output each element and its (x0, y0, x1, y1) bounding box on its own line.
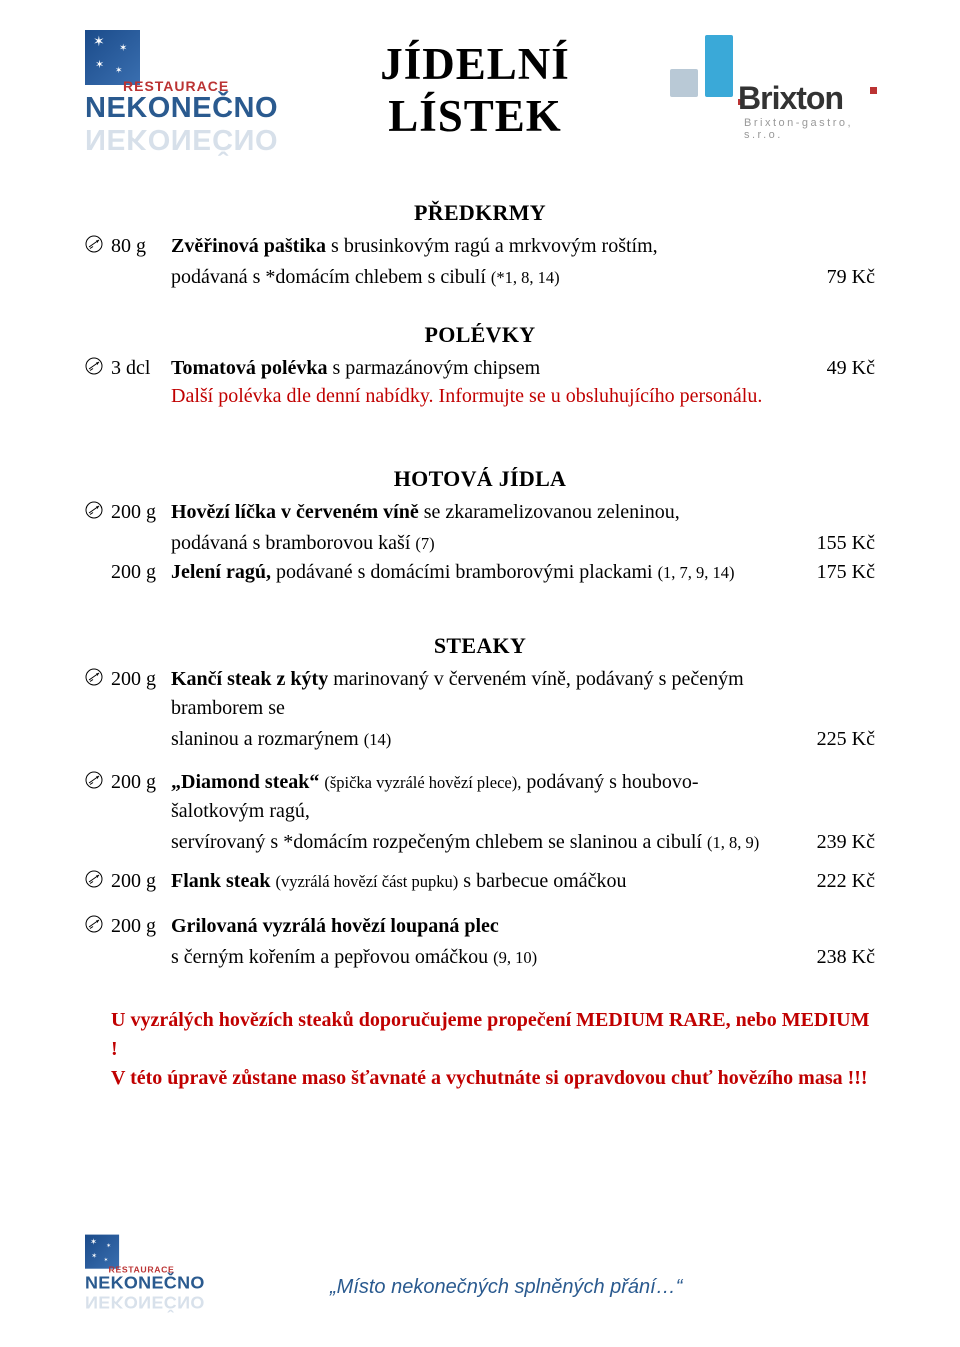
item-price: 238 Kč (795, 943, 875, 972)
brixton-wordmark: Brixton (738, 80, 843, 117)
serve-icon (85, 354, 111, 375)
footer: ✶ ✶ ✶ ✶ RESTAURACE NEKONEČNO NEKONEČNO „… (85, 1189, 682, 1309)
logo-restaurant: ✶ ✶ ✶ ✶ RESTAURACE NEKONEČNO NEKONEČNO (85, 30, 280, 150)
item-qty: 80 g (111, 232, 171, 261)
menu-item: 200 gJelení ragú, podávané s domácími br… (85, 558, 875, 587)
menu-item-line: podávaná s *domácím chlebem s cibulí (*1… (85, 263, 875, 292)
serve-icon (85, 558, 111, 561)
item-price: 155 Kč (795, 529, 875, 558)
menu-item: 200 gGrilovaná vyzrálá hovězí loupaná pl… (85, 912, 875, 941)
logo-brixton: Brixton Brixton-gastro, s.r.o. (670, 35, 875, 145)
menu-item: 200 gKančí steak z kýty marinovaný v čer… (85, 665, 875, 723)
header: ✶ ✶ ✶ ✶ RESTAURACE NEKONEČNO NEKONEČNO J… (85, 30, 875, 150)
menu-body: PŘEDKRMY 80 gZvěřinová paštika s brusinko… (85, 200, 875, 972)
item-desc: Tomatová polévka s parmazánovým chipsem (171, 354, 795, 383)
menu-item-line: podávaná s bramborovou kaší (7)155 Kč (85, 529, 875, 558)
menu-item: 80 gZvěřinová paštika s brusinkovým ragú… (85, 232, 875, 261)
menu-item-line: servírovaný s *domácím rozpečeným chlebe… (85, 828, 875, 857)
item-desc: Kančí steak z kýty marinovaný v červeném… (171, 665, 795, 723)
item-desc: Grilovaná vyzrálá hovězí loupaná plec (171, 912, 795, 941)
serve-icon (85, 768, 111, 789)
section-heading: HOTOVÁ JÍDLA (85, 466, 875, 492)
section-heading: PŘEDKRMY (85, 200, 875, 226)
steak-recommendation: U vyzrálých hovězích steaků doporučujeme… (111, 1006, 875, 1093)
menu-item-line: s černým kořením a pepřovou omáčkou (9, … (85, 943, 875, 972)
item-price: 239 Kč (795, 828, 875, 857)
serve-icon (85, 498, 111, 519)
serve-icon (85, 232, 111, 253)
serve-icon (85, 665, 111, 686)
item-desc: s černým kořením a pepřovou omáčkou (9, … (171, 943, 795, 972)
item-desc: Zvěřinová paštika s brusinkovým ragú a m… (171, 232, 795, 261)
item-desc: slaninou a rozmarýnem (14) (171, 725, 795, 754)
item-qty: 200 g (111, 498, 171, 527)
serve-icon (85, 867, 111, 888)
item-qty: 200 g (111, 768, 171, 797)
brixton-bar-2 (705, 35, 733, 97)
item-qty: 200 g (111, 665, 171, 694)
item-price: 49 Kč (795, 354, 875, 383)
item-price: 225 Kč (795, 725, 875, 754)
logo-nekonecno-text: NEKONEČNO (85, 92, 278, 125)
serve-icon (85, 912, 111, 933)
item-desc: „Diamond steak“ (špička vyzrálé hovězí p… (171, 768, 795, 826)
section-heading: POLÉVKY (85, 322, 875, 348)
item-qty: 200 g (111, 867, 171, 896)
menu-item: 200 g„Diamond steak“ (špička vyzrálé hov… (85, 768, 875, 826)
footer-tagline: „Místo nekonečných splněných přání…“ (330, 1276, 682, 1309)
item-desc: Hovězí líčka v červeném víně se zkaramel… (171, 498, 795, 527)
item-qty: 3 dcl (111, 354, 171, 383)
item-qty: 200 g (111, 558, 171, 587)
menu-item: 200 gFlank steak (vyzrálá hovězí část pu… (85, 867, 875, 896)
item-qty: 200 g (111, 912, 171, 941)
item-desc: podávaná s bramborovou kaší (7) (171, 529, 795, 558)
page-title: JÍDELNÍ LÍSTEK (300, 38, 650, 142)
item-desc: Jelení ragú, podávané s domácími brambor… (171, 558, 795, 587)
brixton-subtitle: Brixton-gastro, s.r.o. (744, 117, 875, 141)
section-note: Další polévka dle denní nabídky. Informu… (171, 385, 875, 408)
footer-logo: ✶ ✶ ✶ ✶ RESTAURACE NEKONEČNO NEKONEČNO (85, 1235, 206, 1309)
item-price: 222 Kč (795, 867, 875, 896)
menu-item: 200 gHovězí líčka v červeném víně se zka… (85, 498, 875, 527)
brixton-bar-1 (670, 69, 698, 97)
menu-item-line: slaninou a rozmarýnem (14)225 Kč (85, 725, 875, 754)
item-desc: Flank steak (vyzrálá hovězí část pupku) … (171, 867, 795, 896)
item-price: 175 Kč (795, 558, 875, 587)
item-desc: podávaná s *domácím chlebem s cibulí (*1… (171, 263, 795, 292)
item-price: 79 Kč (795, 263, 875, 292)
section-heading: STEAKY (85, 633, 875, 659)
menu-item: 3 dclTomatová polévka s parmazánovým chi… (85, 354, 875, 383)
item-desc: servírovaný s *domácím rozpečeným chlebe… (171, 828, 795, 857)
